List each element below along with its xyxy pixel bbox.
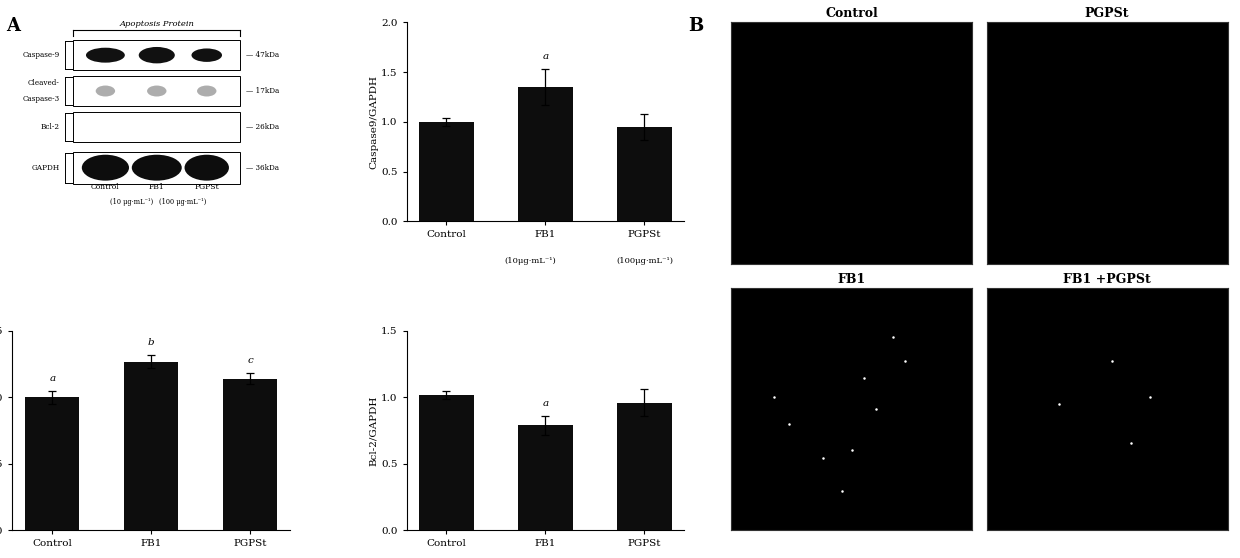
Ellipse shape xyxy=(131,155,182,181)
Text: a: a xyxy=(542,399,548,408)
Y-axis label: Bcl-2/GAPDH: Bcl-2/GAPDH xyxy=(370,396,378,466)
Text: b: b xyxy=(148,338,155,347)
Bar xyxy=(124,362,179,530)
Text: (100μg·mL⁻¹): (100μg·mL⁻¹) xyxy=(616,257,673,265)
Ellipse shape xyxy=(82,155,129,181)
Bar xyxy=(25,397,79,530)
Text: PGPSt: PGPSt xyxy=(195,182,219,191)
Bar xyxy=(419,122,474,222)
Ellipse shape xyxy=(191,49,222,62)
Bar xyxy=(518,425,573,530)
Ellipse shape xyxy=(139,47,175,64)
Title: PGPSt: PGPSt xyxy=(1085,7,1130,20)
Ellipse shape xyxy=(185,155,229,181)
Text: Caspase-3: Caspase-3 xyxy=(22,95,60,103)
Text: — 17kDa: — 17kDa xyxy=(246,87,279,95)
Y-axis label: Caspase9/GAPDH: Caspase9/GAPDH xyxy=(370,75,378,169)
Title: FB1 +PGPSt: FB1 +PGPSt xyxy=(1063,273,1151,286)
Text: A: A xyxy=(6,17,20,35)
Text: (100 μg·mL⁻¹): (100 μg·mL⁻¹) xyxy=(160,198,207,205)
Bar xyxy=(618,403,672,530)
Bar xyxy=(223,379,278,530)
Text: — 36kDa: — 36kDa xyxy=(246,163,279,172)
Bar xyxy=(419,395,474,530)
Bar xyxy=(618,127,672,222)
Text: a: a xyxy=(542,52,548,61)
Bar xyxy=(73,112,241,142)
Text: — 47kDa: — 47kDa xyxy=(246,51,279,59)
Text: B: B xyxy=(688,17,703,35)
Text: Bcl-2: Bcl-2 xyxy=(41,123,60,131)
Text: Cleaved-: Cleaved- xyxy=(27,79,60,88)
Bar xyxy=(73,40,241,70)
Title: Control: Control xyxy=(825,7,878,20)
Bar xyxy=(73,152,241,184)
Ellipse shape xyxy=(197,85,217,97)
Bar xyxy=(73,76,241,106)
Bar xyxy=(518,87,573,222)
Ellipse shape xyxy=(95,85,115,97)
Text: (10μg·mL⁻¹): (10μg·mL⁻¹) xyxy=(505,257,557,265)
Text: — 26kDa: — 26kDa xyxy=(246,123,279,131)
Text: Apoptosis Protein: Apoptosis Protein xyxy=(119,20,195,28)
Text: FB1: FB1 xyxy=(149,182,165,191)
Ellipse shape xyxy=(148,85,166,97)
Text: a: a xyxy=(50,374,56,383)
Title: FB1: FB1 xyxy=(837,273,866,286)
Ellipse shape xyxy=(86,48,125,62)
Text: (10 μg·mL⁻¹): (10 μg·mL⁻¹) xyxy=(110,198,154,205)
Text: Caspase-9: Caspase-9 xyxy=(22,51,60,59)
Text: GAPDH: GAPDH xyxy=(31,163,60,172)
Text: c: c xyxy=(247,357,253,365)
Text: Control: Control xyxy=(91,182,120,191)
